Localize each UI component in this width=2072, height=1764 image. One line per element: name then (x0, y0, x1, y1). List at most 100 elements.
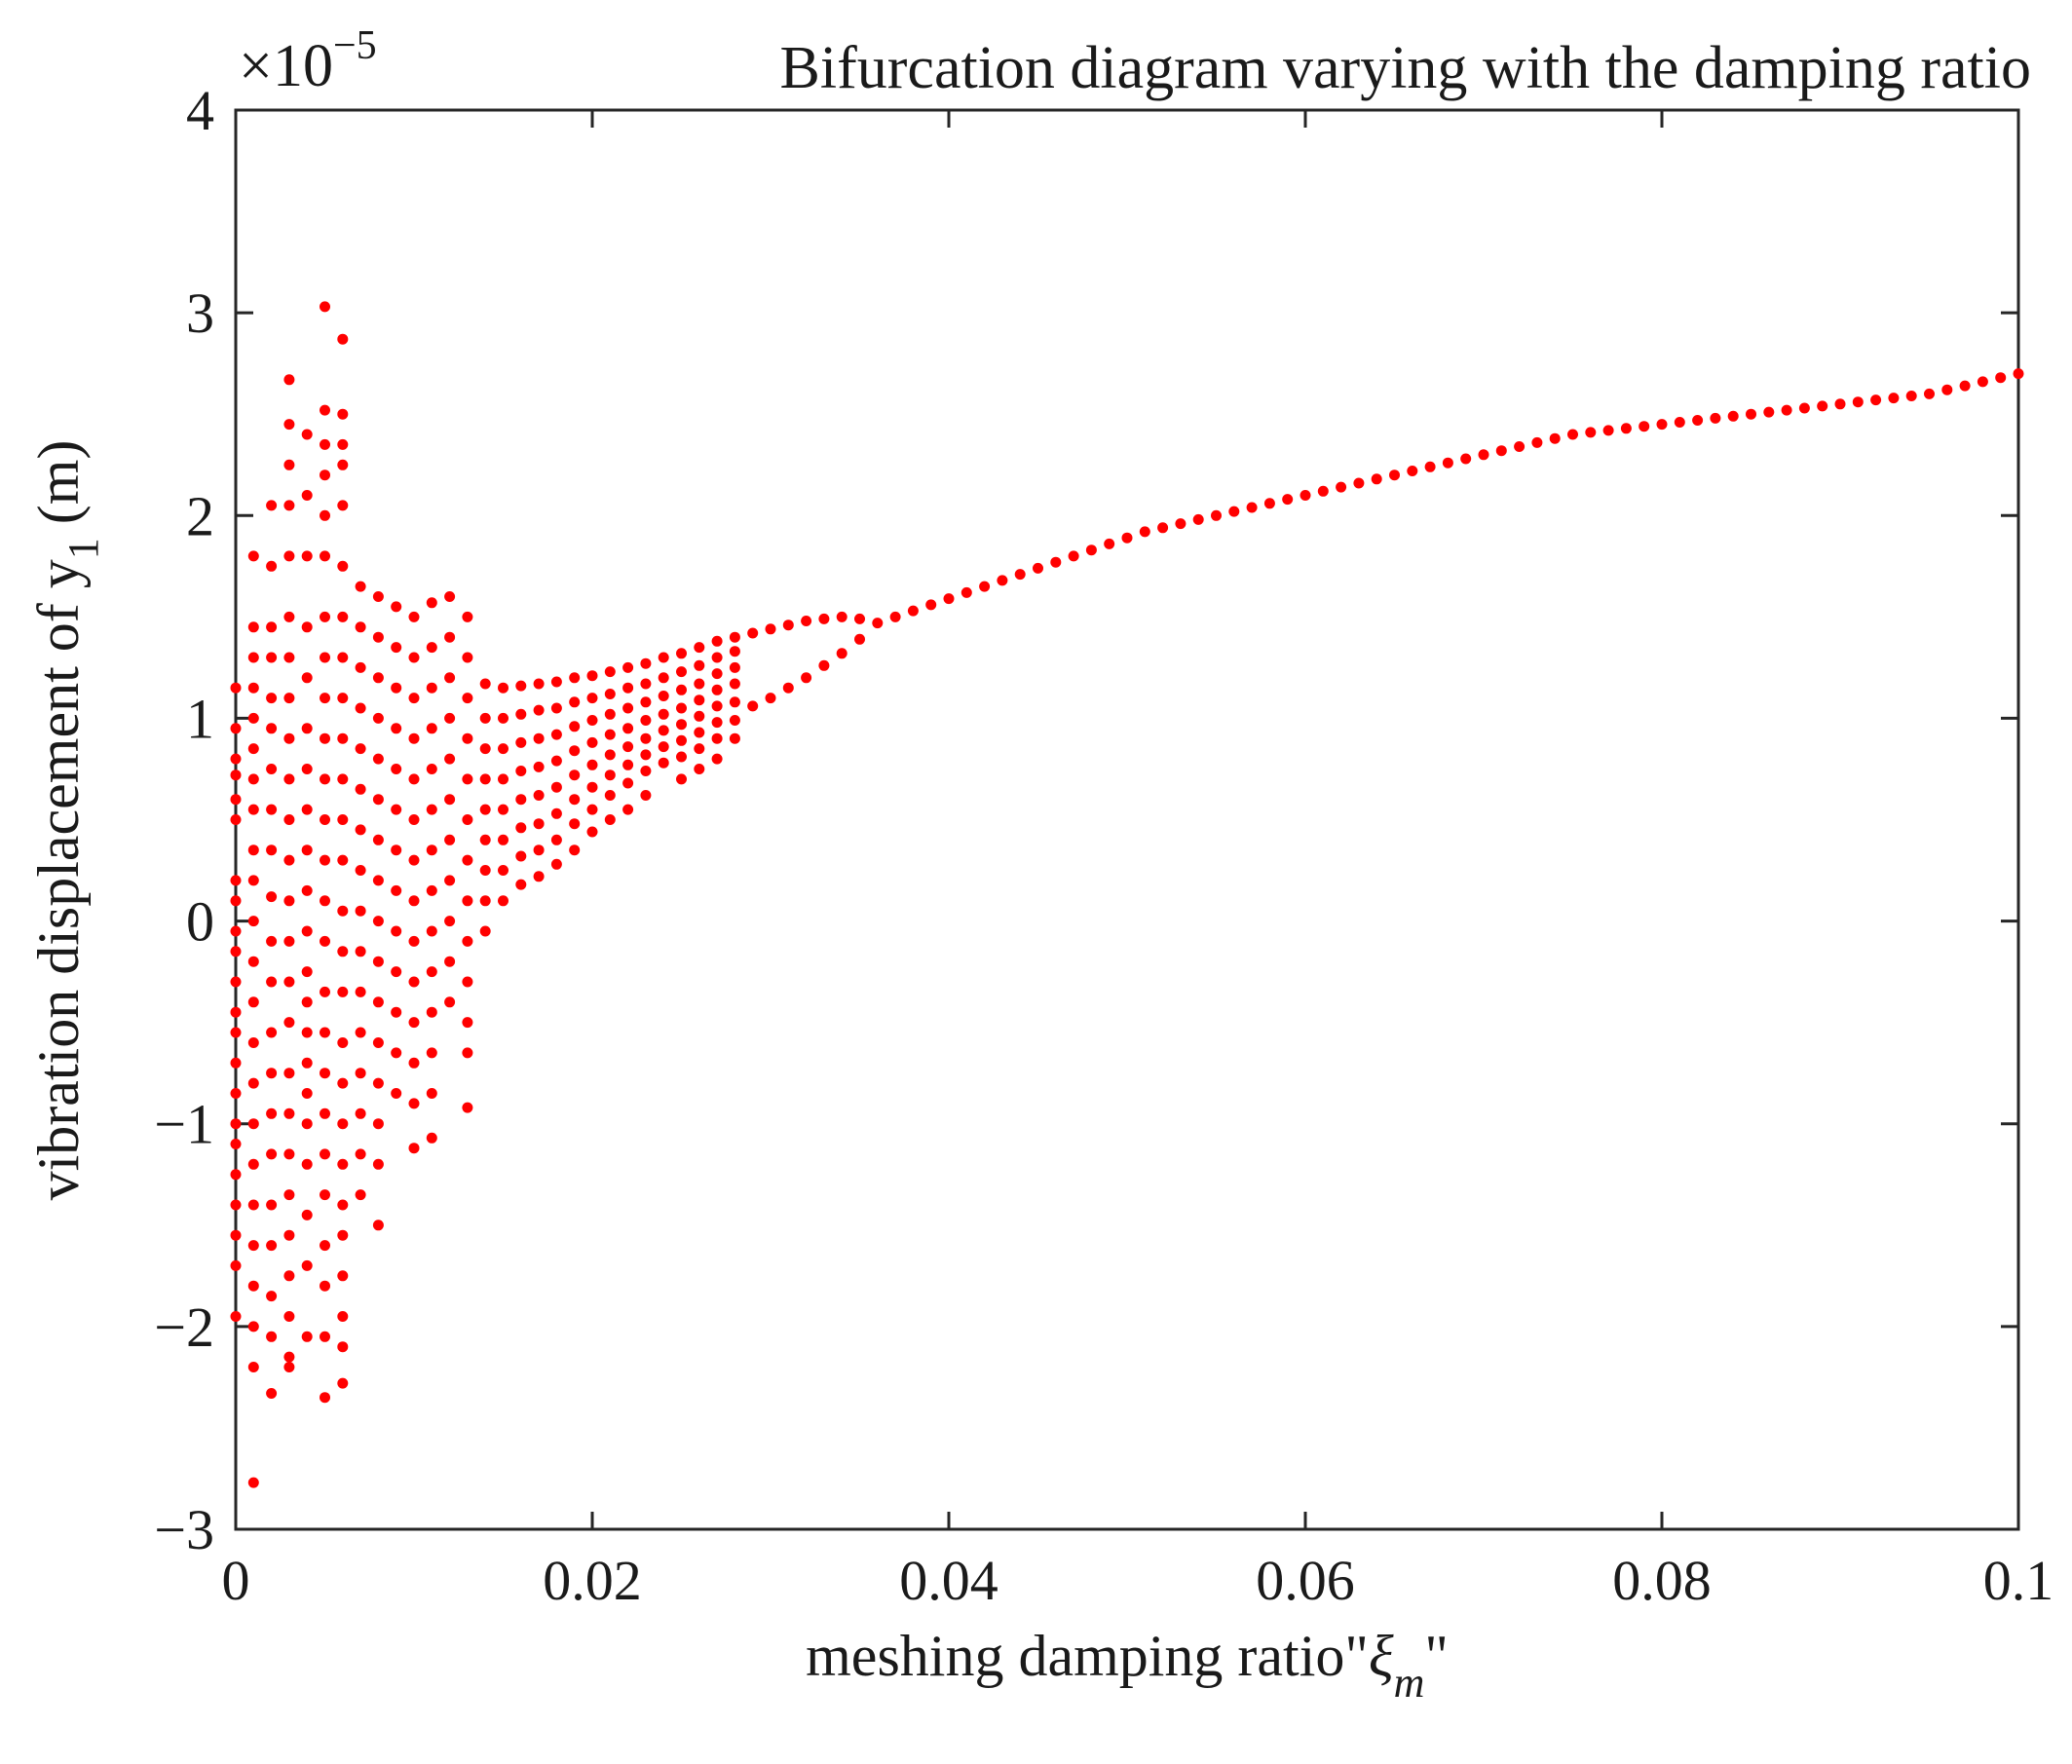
data-point (301, 764, 313, 774)
data-point (355, 621, 366, 633)
data-point (1336, 481, 1347, 493)
data-point (391, 682, 402, 694)
data-point (444, 916, 456, 927)
data-point (320, 1148, 330, 1160)
data-point (550, 858, 562, 870)
data-point (301, 996, 313, 1008)
data-point (301, 884, 313, 896)
data-point (694, 764, 705, 774)
data-point (230, 1057, 242, 1069)
data-point (355, 1027, 366, 1038)
data-point (230, 1027, 242, 1038)
data-point (337, 1199, 349, 1211)
data-point (426, 966, 437, 978)
x-axis-title-subscript: m (1394, 1659, 1425, 1707)
y-axis-ticks: −3 −2 −1 0 1 2 3 4 (154, 79, 2018, 1561)
data-point (1192, 513, 1204, 525)
data-point (515, 766, 527, 776)
data-point (1495, 445, 1507, 457)
data-point (283, 1148, 295, 1160)
data-point (818, 613, 830, 624)
data-point (230, 895, 242, 907)
data-point (320, 1068, 330, 1079)
data-point (408, 611, 420, 622)
data-point (337, 905, 349, 917)
data-point (230, 723, 242, 734)
data-point (320, 301, 330, 313)
data-point (230, 976, 242, 988)
data-point (337, 1341, 349, 1353)
data-point (337, 1311, 349, 1322)
data-point (337, 333, 349, 345)
data-point (391, 925, 402, 937)
data-point (1620, 423, 1632, 434)
data-point (426, 884, 437, 896)
data-point (801, 672, 812, 684)
data-point (640, 766, 652, 776)
data-point (498, 773, 509, 785)
data-point (711, 717, 723, 729)
data-point (266, 1068, 278, 1079)
data-point (1157, 522, 1169, 534)
data-point (979, 581, 991, 592)
data-point (676, 719, 687, 731)
data-point (640, 790, 652, 801)
data-point (622, 702, 634, 714)
data-point (1674, 417, 1685, 428)
data-point (444, 672, 456, 684)
data-point (658, 672, 669, 684)
data-point (372, 956, 384, 967)
data-point (301, 804, 313, 815)
data-point (1514, 441, 1526, 452)
data-point (479, 743, 491, 755)
data-point (247, 621, 259, 633)
data-point (247, 916, 259, 927)
data-point (765, 623, 776, 635)
data-point (426, 1006, 437, 1018)
data-point (1068, 550, 1079, 562)
data-point (337, 946, 349, 957)
data-point (1781, 404, 1792, 416)
data-point (355, 1107, 366, 1119)
data-point (372, 1037, 384, 1048)
data-point (247, 1199, 259, 1211)
data-point (426, 925, 437, 937)
data-point (533, 818, 545, 830)
data-point (337, 986, 349, 997)
data-point (426, 682, 437, 694)
data-point (854, 633, 865, 645)
data-point (266, 1148, 278, 1160)
data-point (247, 550, 259, 562)
data-point (247, 804, 259, 815)
data-point (266, 1107, 278, 1119)
data-point (462, 773, 473, 785)
data-point (283, 1351, 295, 1363)
data-point (391, 804, 402, 815)
data-point (391, 884, 402, 896)
data-point (658, 691, 669, 701)
data-point (247, 875, 259, 886)
data-point (1050, 556, 1062, 568)
data-point (372, 591, 384, 602)
data-point (372, 1220, 384, 1231)
data-point (283, 652, 295, 663)
data-point (479, 804, 491, 815)
data-point (426, 764, 437, 774)
data-point (372, 794, 384, 806)
data-point (550, 729, 562, 740)
data-point (604, 729, 616, 740)
data-point (266, 935, 278, 947)
data-point (1228, 506, 1240, 517)
data-point (320, 895, 330, 907)
data-point (444, 834, 456, 845)
data-point (1870, 394, 1882, 406)
x-axis-title: meshing damping ratio"ξm" (806, 1624, 1449, 1707)
data-point (462, 1102, 473, 1113)
data-point (1549, 432, 1561, 444)
data-point (266, 844, 278, 856)
data-point (479, 773, 491, 785)
data-point (622, 741, 634, 753)
data-point (515, 794, 527, 806)
data-point (622, 759, 634, 770)
data-point (301, 550, 313, 562)
